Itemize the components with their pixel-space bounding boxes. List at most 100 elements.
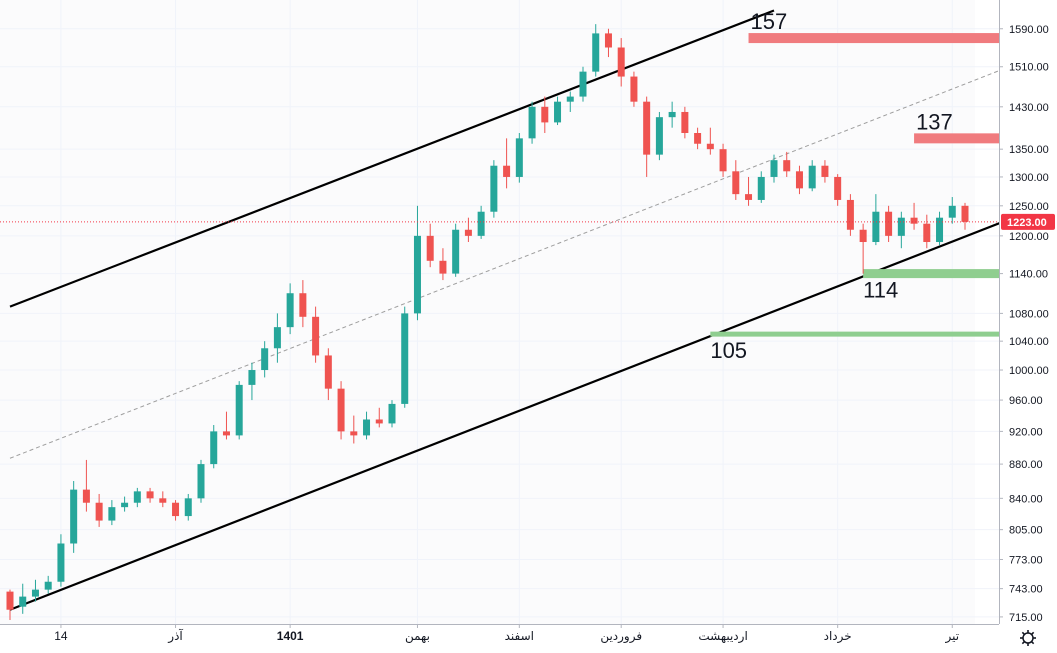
y-tick-label: 1350.00 <box>1009 144 1049 156</box>
candle-body[interactable] <box>719 149 727 172</box>
candle-body[interactable] <box>554 101 562 123</box>
candle-body[interactable] <box>604 33 612 48</box>
candle-body[interactable] <box>694 132 702 144</box>
candle-body[interactable] <box>872 211 880 243</box>
candle-body[interactable] <box>261 348 269 371</box>
channel <box>9 9 1057 611</box>
channel-upper-line[interactable] <box>9 9 775 308</box>
candle-body[interactable] <box>133 491 141 503</box>
candle-body[interactable] <box>121 502 129 508</box>
candle-body[interactable] <box>681 111 689 133</box>
candle-body[interactable] <box>452 229 460 274</box>
candle-body[interactable] <box>172 502 180 517</box>
zone-resistance-band[interactable] <box>914 133 999 144</box>
candle-body[interactable] <box>82 489 90 503</box>
candle-body[interactable] <box>630 76 638 102</box>
candle-body[interactable] <box>184 498 192 517</box>
candle-body[interactable] <box>197 464 205 499</box>
candle-body[interactable] <box>70 489 78 544</box>
candle-body[interactable] <box>808 165 816 189</box>
candle-body[interactable] <box>923 223 931 243</box>
candle-body[interactable] <box>413 235 421 314</box>
candle-body[interactable] <box>95 502 103 521</box>
candle-body[interactable] <box>910 217 918 224</box>
candle-body[interactable] <box>706 143 714 150</box>
zone-support-band[interactable] <box>863 269 999 279</box>
candle-body[interactable] <box>885 211 893 236</box>
candle-body[interactable] <box>6 591 14 610</box>
candle-body[interactable] <box>375 419 383 424</box>
candle-body[interactable] <box>490 165 498 212</box>
candle-body[interactable] <box>515 138 523 177</box>
candle-body[interactable] <box>299 293 307 317</box>
candle-body[interactable] <box>388 403 396 424</box>
settings-gear-icon[interactable] <box>1020 630 1036 646</box>
candle-body[interactable] <box>159 498 167 503</box>
candle-body[interactable] <box>732 171 740 195</box>
zone-label: 114 <box>863 278 898 303</box>
candle-body[interactable] <box>770 160 778 177</box>
candle-body[interactable] <box>426 235 434 261</box>
candle-body[interactable] <box>44 581 52 590</box>
candle-body[interactable] <box>286 293 294 328</box>
y-tick-label: 880.00 <box>1009 459 1043 471</box>
candle-body[interactable] <box>643 101 651 155</box>
candle-body[interactable] <box>936 217 944 243</box>
candle-body[interactable] <box>439 260 447 274</box>
candle-body[interactable] <box>668 111 676 118</box>
price-axis-bg[interactable] <box>999 0 1057 653</box>
candle-body[interactable] <box>859 229 867 243</box>
candle-body[interactable] <box>566 96 574 102</box>
time-axis-bg[interactable] <box>0 624 999 653</box>
channel-midline[interactable] <box>9 24 1057 459</box>
zone-support-band[interactable] <box>710 331 999 337</box>
candle-body[interactable] <box>846 199 854 230</box>
candle-body[interactable] <box>503 165 511 177</box>
candle-body[interactable] <box>477 211 485 236</box>
x-tick-label: فروردین <box>600 629 642 644</box>
candle-body[interactable] <box>592 33 600 72</box>
candle-body[interactable] <box>541 106 549 123</box>
candle-body[interactable] <box>783 160 791 172</box>
candle-body[interactable] <box>401 313 409 404</box>
candle-body[interactable] <box>617 47 625 77</box>
candle-body[interactable] <box>655 117 663 155</box>
candle-body[interactable] <box>312 316 320 356</box>
candle-body[interactable] <box>57 543 65 582</box>
candle-body[interactable] <box>834 176 842 200</box>
x-tick-label: خرداد <box>824 629 852 644</box>
candle-body[interactable] <box>210 431 218 465</box>
candle-body[interactable] <box>528 106 536 139</box>
candle-body[interactable] <box>795 171 803 189</box>
candle-body[interactable] <box>757 176 765 200</box>
candle-body[interactable] <box>897 217 905 236</box>
zone-resistance-band[interactable] <box>748 33 999 44</box>
candle-body[interactable] <box>273 327 281 349</box>
y-tick-label: 1510.00 <box>1009 62 1049 74</box>
candle-body[interactable] <box>146 491 154 499</box>
candle-body[interactable] <box>108 507 116 521</box>
candle-body[interactable] <box>961 205 969 222</box>
y-tick-label: 1200.00 <box>1009 231 1049 243</box>
candle-body[interactable] <box>745 194 753 200</box>
candle-body[interactable] <box>821 165 829 177</box>
y-tick-label: 960.00 <box>1009 395 1043 407</box>
candle-body[interactable] <box>363 419 371 436</box>
candle-body[interactable] <box>337 388 345 432</box>
candle-body[interactable] <box>464 229 472 236</box>
zone-label: 157 <box>751 9 788 34</box>
channel-lower-line[interactable] <box>9 177 1057 611</box>
candle-body[interactable] <box>222 431 230 436</box>
plot-background <box>0 0 975 624</box>
candle-body[interactable] <box>579 71 587 97</box>
candle-body[interactable] <box>248 370 256 385</box>
candle-body[interactable] <box>235 384 243 436</box>
candle-body[interactable] <box>350 431 358 436</box>
candle-body[interactable] <box>324 355 332 389</box>
x-tick-label: آذر <box>167 628 183 644</box>
candle-body[interactable] <box>948 205 956 218</box>
candle-body[interactable] <box>31 589 39 597</box>
candle-body[interactable] <box>19 596 27 607</box>
